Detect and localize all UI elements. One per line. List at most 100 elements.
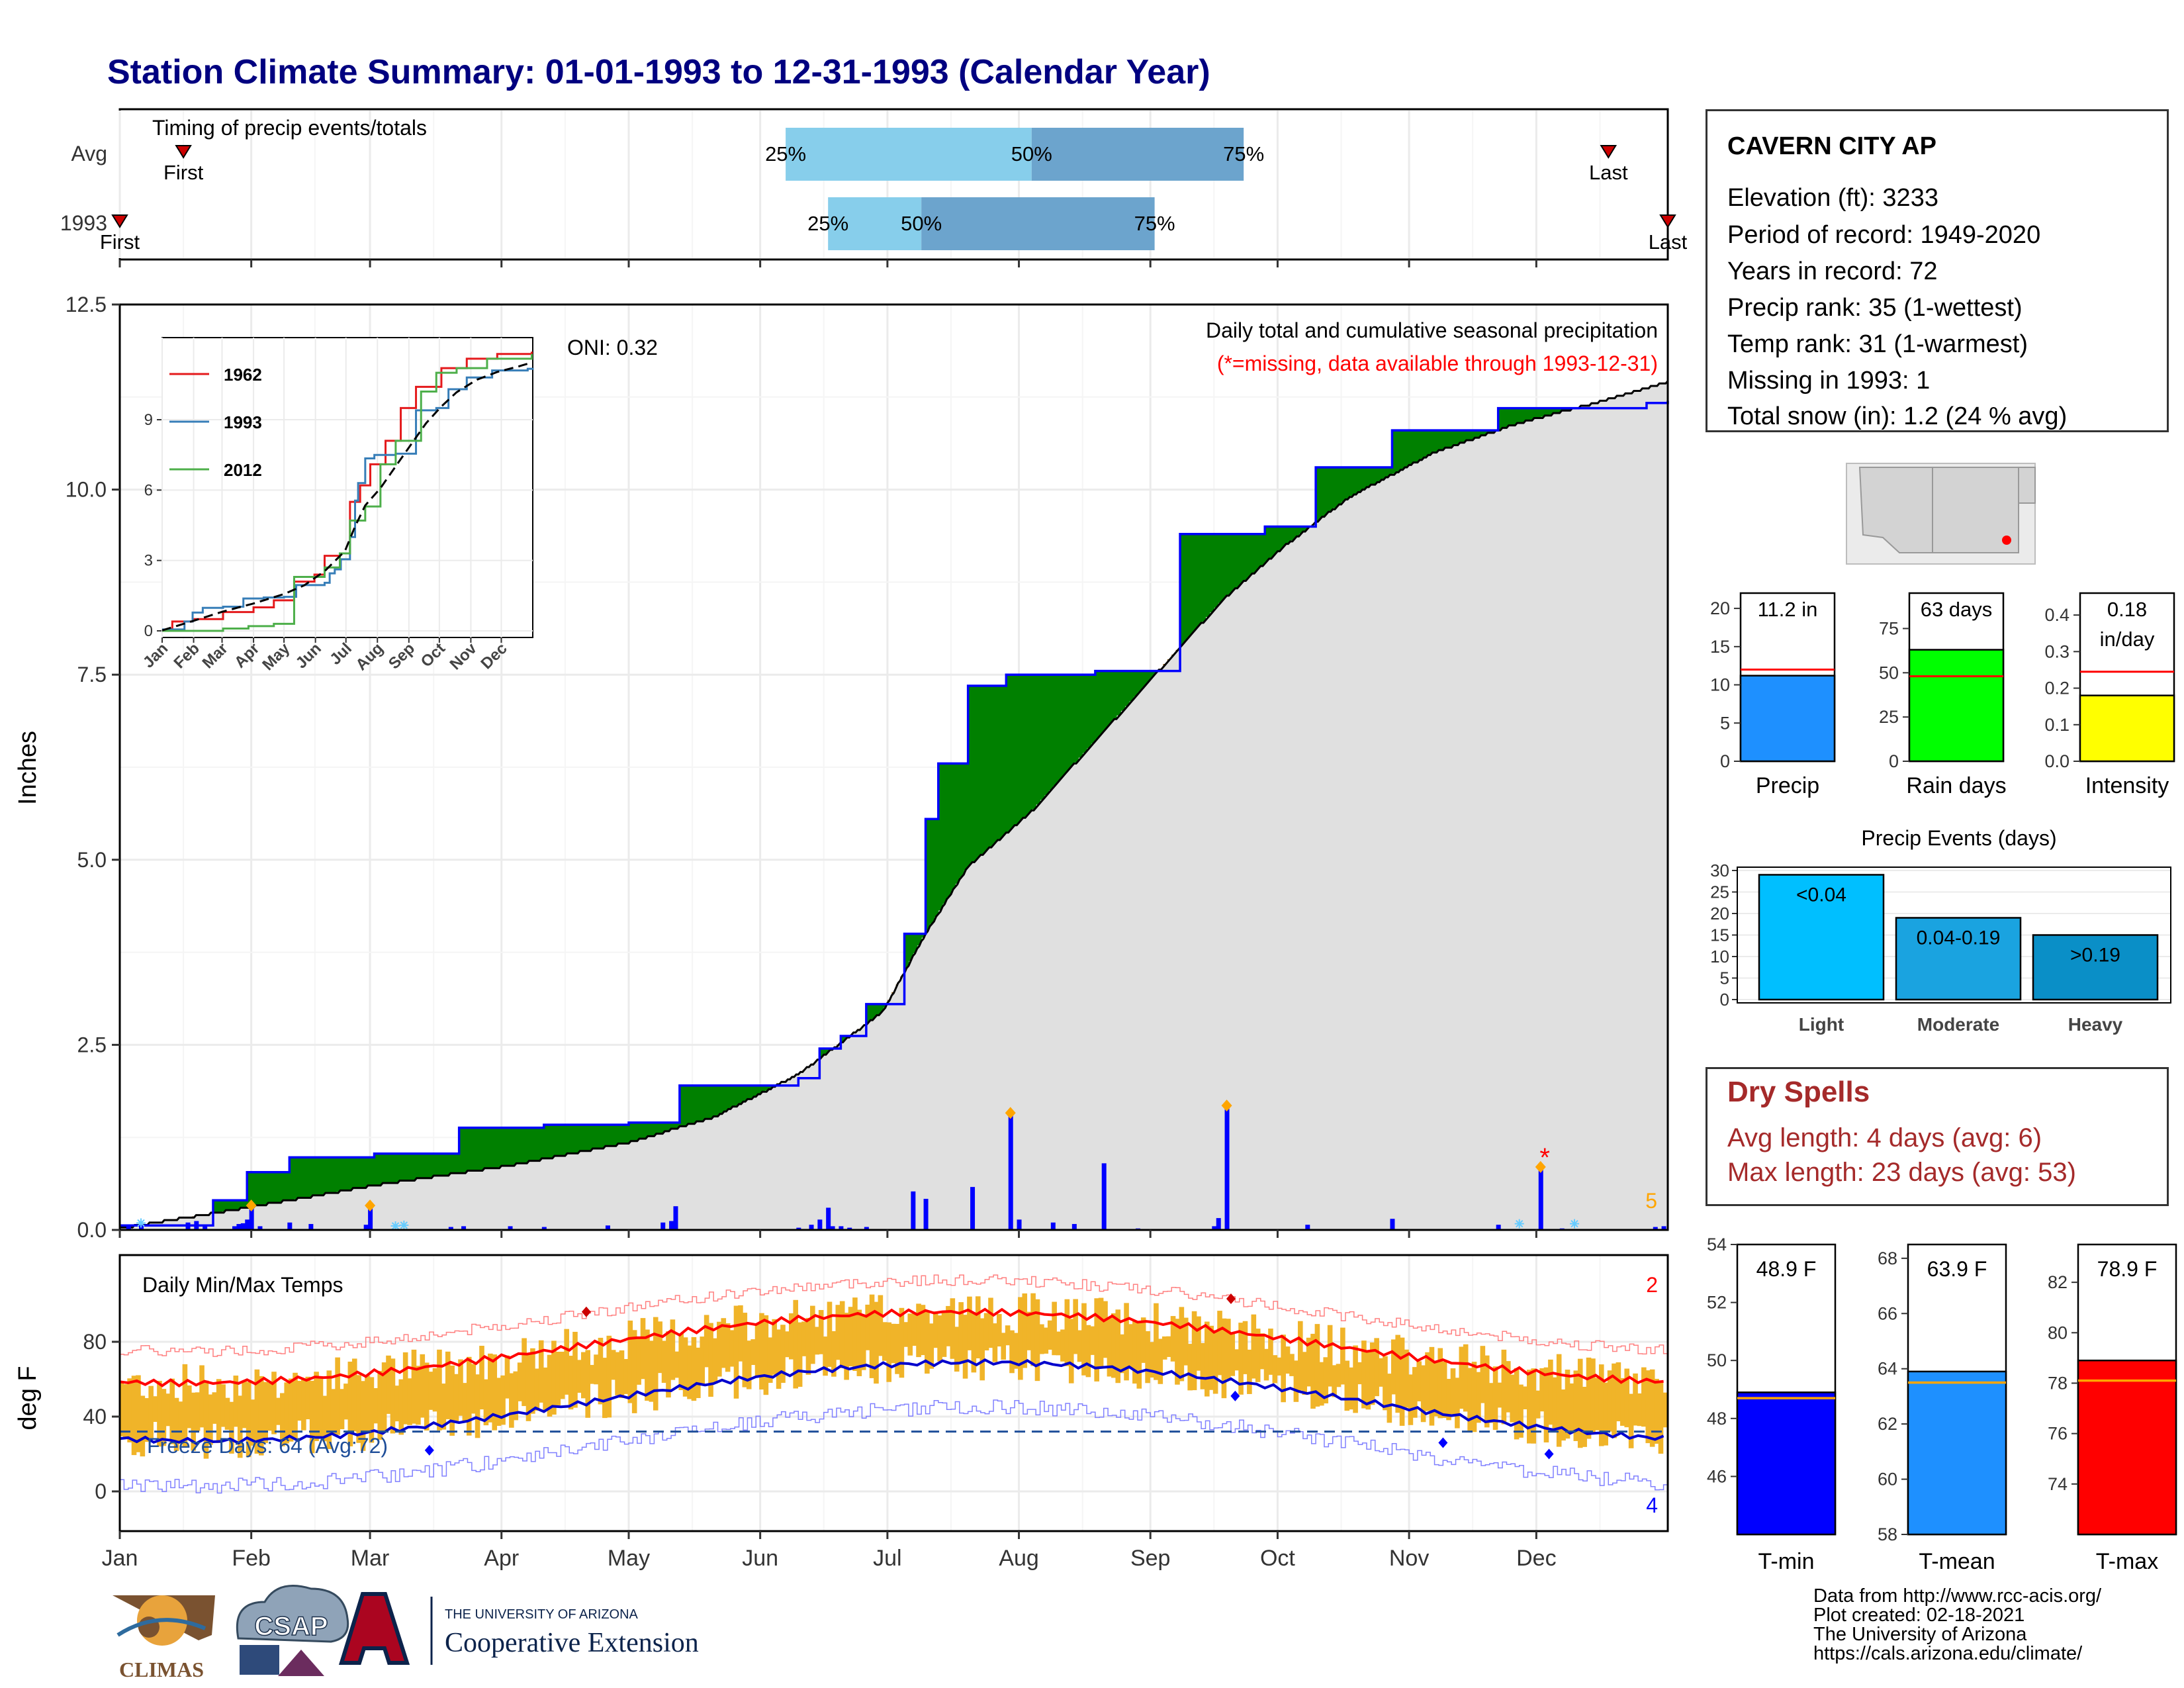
snow-event-marker: [246, 1199, 257, 1212]
month-label: Aug: [999, 1546, 1039, 1571]
daily-temp-range-bar: [1208, 1325, 1214, 1390]
daily-temp-range-bar: [462, 1383, 468, 1422]
events-bar-label: <0.04: [1796, 884, 1846, 906]
daily-precip-bar: [1017, 1219, 1022, 1230]
timing-gridlines: [118, 111, 1601, 267]
temp-panel-label: Daily Min/Max Temps: [142, 1273, 343, 1297]
mini-bar-tick-label: 5: [1720, 713, 1730, 733]
daily-temp-range-bar: [1085, 1325, 1091, 1378]
daily-temp-range-bar: [1615, 1362, 1621, 1422]
daily-temp-range-bar: [233, 1376, 239, 1427]
daily-temp-range-bar: [907, 1313, 913, 1356]
daily-temp-range-bar: [1556, 1354, 1562, 1447]
month-label: Dec: [1516, 1546, 1556, 1571]
events-category-label: Light: [1799, 1014, 1844, 1035]
daily-temp-range-bar: [1573, 1370, 1579, 1441]
daily-temp-range-bar: [1039, 1324, 1044, 1354]
timing-bars: 25% 50% 75% First Last 25% 50% 75% First Last: [100, 128, 1688, 254]
daily-temp-range-bar: [538, 1340, 544, 1403]
precip-y-tick-label: 10.0: [66, 478, 107, 502]
timing-avg-last-marker: [1600, 145, 1617, 159]
daily-temp-range-bar: [1353, 1345, 1358, 1413]
daily-temp-range-bar: [492, 1354, 498, 1430]
temp-y-tick-label: 80: [83, 1330, 107, 1354]
daily-precip-bar: [1496, 1225, 1501, 1230]
footer-line-3: The University of Arizona: [1813, 1624, 2027, 1645]
daily-temp-range-bar: [144, 1398, 150, 1442]
station-info-box: CAVERN CITY AP Elevation (ft): 3233 Peri…: [1706, 109, 2169, 432]
temp-bar-value: 63.9 F: [1927, 1257, 1987, 1281]
daily-temp-range-bar: [568, 1356, 574, 1410]
daily-temp-range-bar: [1251, 1314, 1257, 1379]
daily-temp-range-bar: [1437, 1348, 1443, 1419]
mini-bar-fill: [1739, 675, 1836, 763]
daily-temp-range-bar: [801, 1321, 807, 1356]
ua-small-text: THE UNIVERSITY OF ARIZONA: [445, 1607, 639, 1622]
mini-bar-tick-label: 0.2: [2044, 679, 2070, 698]
daily-temp-range-bar: [1535, 1390, 1541, 1419]
daily-temp-range-bar: [402, 1352, 408, 1425]
daily-temp-range-bar: [1336, 1364, 1342, 1387]
daily-temp-range-bar: [933, 1311, 938, 1348]
daily-temp-range-bar: [445, 1351, 451, 1419]
events-title: Precip Events (days): [1861, 826, 2056, 850]
daily-temp-range-bar: [275, 1397, 281, 1425]
station-line-snow: Total snow (in): 1.2 (24 % avg): [1727, 402, 2068, 430]
daily-temp-range-bar: [220, 1384, 226, 1427]
daily-temp-range-bar: [631, 1330, 637, 1413]
daily-temp-range-bar: [1612, 1363, 1617, 1438]
missing-data-marker: *: [1539, 1143, 1550, 1172]
daily-temp-range-bar: [700, 1336, 705, 1385]
timing-avg-first-label: First: [163, 161, 204, 184]
legend-2012-label: 2012: [224, 460, 262, 480]
temp-bar-value: 48.9 F: [1756, 1257, 1817, 1281]
climas-text: CLIMAS: [119, 1658, 204, 1681]
daily-temp-range-bar: [381, 1362, 387, 1432]
mini-bar-tick-label: 0: [1889, 751, 1899, 771]
daily-temp-range-bar: [1158, 1338, 1163, 1384]
daily-temp-range-bar: [411, 1349, 417, 1424]
daily-temp-range-bar: [1387, 1374, 1392, 1423]
daily-temp-range-bar: [1577, 1358, 1583, 1448]
daily-temp-range-bar: [360, 1381, 366, 1451]
daily-temp-range-bar: [559, 1351, 565, 1399]
daily-temp-range-bar: [1565, 1370, 1570, 1439]
temp-bar-label: T-min: [1758, 1549, 1815, 1574]
daily-temp-range-bar: [640, 1318, 646, 1380]
daily-temp-range-bar: [619, 1350, 625, 1398]
daily-temp-range-bar: [1128, 1324, 1134, 1368]
daily-temp-range-bar: [1022, 1293, 1028, 1368]
daily-temp-range-bar: [280, 1393, 285, 1446]
daily-temp-range-bar: [1484, 1355, 1490, 1428]
daily-precip-bar: [1390, 1219, 1395, 1230]
dry-spells-avg: Avg length: 4 days (avg: 6): [1727, 1123, 2042, 1152]
daily-temp-range-bar: [1569, 1383, 1574, 1432]
timing-avg-p25-label: 25%: [765, 142, 806, 165]
precip-y-tick-label: 2.5: [77, 1033, 107, 1056]
daily-temp-range-bar: [1459, 1346, 1465, 1409]
daily-temp-range-bar: [199, 1365, 205, 1428]
daily-precip-bar: [669, 1221, 674, 1230]
daily-temp-range-bar: [848, 1307, 854, 1367]
daily-temp-range-bar: [916, 1303, 921, 1358]
daily-temp-range-bar: [1196, 1316, 1201, 1371]
daily-temp-range-bar: [746, 1340, 752, 1389]
daily-temp-range-bar: [284, 1382, 290, 1444]
daily-temp-range-bar: [250, 1399, 255, 1446]
precip-panel-note: Daily total and cumulative seasonal prec…: [1206, 318, 1658, 342]
daily-temp-range-bar: [1230, 1333, 1236, 1376]
daily-temp-range-bar: [767, 1337, 773, 1383]
ua-logo: THE UNIVERSITY OF ARIZONA Cooperative Ex…: [338, 1592, 699, 1665]
daily-temp-range-bar: [1068, 1319, 1074, 1383]
daily-temp-range-bar: [525, 1355, 531, 1421]
daily-temp-range-bar: [551, 1340, 557, 1415]
daily-temp-range-bar: [623, 1359, 629, 1394]
daily-temp-range-bar: [1247, 1349, 1252, 1394]
daily-temp-range-bar: [182, 1364, 188, 1448]
daily-temp-range-bar: [1433, 1362, 1439, 1417]
daily-temp-range-bar: [645, 1329, 650, 1401]
mini-bar-value: 63 days: [1921, 598, 1993, 621]
daily-precip-bar: [1071, 1224, 1077, 1230]
daily-temp-range-bar: [831, 1331, 837, 1377]
